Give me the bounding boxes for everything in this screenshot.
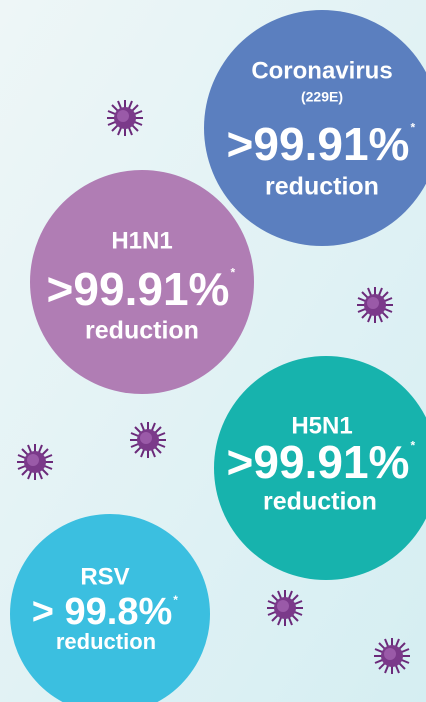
footnote-mark: * [410,438,415,452]
reduction-label: reduction [85,317,199,345]
virus-icon [267,590,303,626]
footnote-mark: * [410,120,415,134]
stat: >99.91% [227,118,410,170]
virus-icon [357,287,393,323]
virus-icon [17,444,53,480]
stat: >99.91% [227,436,410,488]
infographic: Coronavirus (229E) >99.91% reduction H1N… [0,0,426,702]
footnote-mark: * [230,265,235,279]
virus-icon [130,422,166,458]
reduction-label: reduction [263,488,377,516]
reduction-label: reduction [265,173,379,201]
reduction-label: reduction [56,629,156,654]
virus-name: RSV [80,563,129,590]
stat: >99.91% [47,263,230,315]
footnote-mark: * [173,593,178,607]
strain: (229E) [301,89,343,105]
stat: > 99.8% [32,591,173,633]
virus-icon [374,638,410,674]
virus-name: H1N1 [111,227,172,254]
virus-name: Coronavirus [251,57,392,84]
virus-icon [107,100,143,136]
